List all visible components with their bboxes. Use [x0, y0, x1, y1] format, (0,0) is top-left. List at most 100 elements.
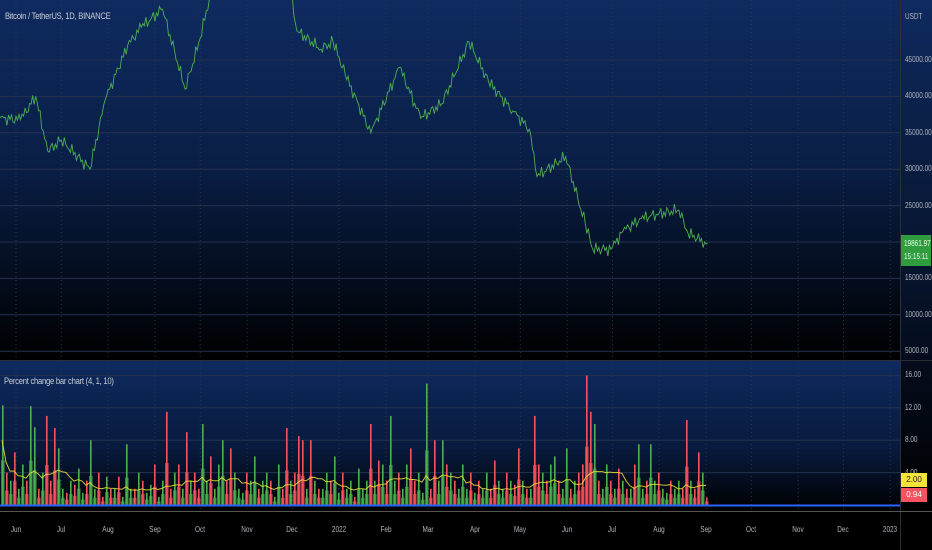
- percent-change-bar-body: [209, 483, 213, 505]
- percent-change-bar-body: [49, 494, 53, 505]
- percent-change-bar-body: [557, 494, 561, 505]
- percent-change-bar-body: [213, 497, 217, 505]
- percent-change-bar: [570, 488, 572, 505]
- percent-change-bar-body: [305, 497, 309, 505]
- percent-change-bar: [518, 448, 520, 505]
- percent-change-bar: [250, 480, 252, 505]
- percent-change-bar: [378, 460, 380, 505]
- percent-change-bar-body: [149, 495, 153, 505]
- percent-change-bar-body: [137, 490, 141, 505]
- percent-change-bar: [290, 480, 292, 505]
- percent-change-bar-body: [61, 497, 65, 505]
- indicator-legend[interactable]: Percent change bar chart (4, 1, 10): [4, 376, 114, 386]
- percent-change-bar: [154, 464, 156, 505]
- percent-change-bar: [50, 480, 52, 505]
- percent-change-bar-body: [77, 488, 81, 505]
- percent-change-bar-body: [113, 497, 117, 505]
- time-tick-label: 2023: [883, 525, 898, 534]
- percent-change-bar-body: [473, 499, 477, 505]
- percent-change-bar: [146, 492, 148, 505]
- percent-change-bar-body: [429, 497, 433, 505]
- percent-change-bar-body: [285, 470, 289, 505]
- percent-change-bar-body: [577, 490, 581, 505]
- percent-change-bar-body: [665, 499, 669, 505]
- percent-change-bar-body: [277, 486, 281, 505]
- percent-change-bar: [38, 488, 40, 505]
- percent-change-bar: [402, 488, 404, 505]
- percent-change-bar: [18, 488, 20, 505]
- percent-change-bar-body: [341, 490, 345, 505]
- percent-change-bar: [198, 488, 200, 505]
- percent-change-bar-body: [129, 497, 133, 505]
- percent-change-bar-body: [293, 490, 297, 505]
- percent-change-bar-body: [633, 486, 637, 505]
- percent-change-bar-body: [465, 497, 469, 505]
- time-tick-label: Dec: [837, 525, 850, 534]
- percent-change-bar: [534, 415, 536, 505]
- percent-change-bar: [458, 488, 460, 505]
- percent-change-bar: [142, 480, 144, 505]
- percent-change-bar-body: [101, 501, 105, 505]
- percent-change-bar: [274, 496, 276, 505]
- percent-change-bar-body: [281, 497, 285, 505]
- percent-change-bar-body: [181, 497, 185, 505]
- percent-change-bar: [314, 480, 316, 505]
- percent-change-bar-body: [365, 494, 369, 505]
- percent-change-bar-body: [257, 497, 261, 505]
- percent-change-bar-body: [289, 494, 293, 505]
- percent-change-bar: [34, 427, 36, 505]
- percent-change-bar: [690, 480, 692, 505]
- percent-change-bar-body: [321, 497, 325, 505]
- indicator-tick-label: 8.00: [905, 435, 918, 445]
- percent-change-bar: [406, 464, 408, 505]
- pane-divider[interactable]: [0, 360, 932, 361]
- percent-change-bar: [662, 488, 664, 505]
- percent-change-bar: [374, 480, 376, 505]
- percent-change-bar: [362, 488, 364, 505]
- percent-change-bar: [478, 480, 480, 505]
- percent-change-bar: [434, 440, 436, 505]
- percent-change-bar-body: [189, 494, 193, 505]
- percent-change-bar-body: [661, 497, 665, 505]
- percent-change-bar-body: [157, 501, 161, 505]
- percent-change-bar-body: [141, 494, 145, 505]
- percent-change-bar-body: [529, 497, 533, 505]
- percent-change-bar-body: [489, 497, 493, 505]
- percent-change-bar-body: [301, 475, 305, 505]
- percent-change-bar: [78, 468, 80, 505]
- percent-change-bar: [186, 432, 188, 505]
- percent-change-bar: [678, 480, 680, 505]
- percent-change-bar: [358, 468, 360, 505]
- percent-change-bar: [658, 472, 660, 505]
- symbol-legend[interactable]: Bitcoin / TetherUS, 1D, BINANCE: [5, 11, 111, 21]
- percent-change-bar: [54, 428, 56, 505]
- percent-change-bar-body: [237, 497, 241, 505]
- percent-change-bar: [298, 436, 300, 505]
- percent-change-bar-body: [329, 494, 333, 505]
- percent-change-bar-body: [545, 494, 549, 505]
- percent-change-bar-body: [73, 495, 77, 505]
- percent-change-bar: [418, 472, 420, 505]
- price-tick-label: 5000.00: [905, 346, 929, 356]
- percent-change-bar-body: [373, 494, 377, 505]
- percent-change-bar: [438, 480, 440, 505]
- last-value-tag: 0.94: [901, 488, 927, 502]
- percent-change-bar: [526, 488, 528, 505]
- percent-change-bar-body: [681, 497, 685, 505]
- percent-change-bar: [530, 488, 532, 505]
- percent-change-bar-body: [493, 484, 497, 505]
- percent-change-bar-body: [461, 486, 465, 505]
- time-tick-label: Apr: [470, 525, 481, 534]
- percent-change-bar: [614, 488, 616, 505]
- percent-change-bar-body: [133, 497, 137, 505]
- percent-change-bar: [390, 415, 392, 505]
- percent-change-bar: [394, 480, 396, 505]
- percent-change-bar-body: [233, 490, 237, 505]
- percent-change-bar: [74, 484, 76, 505]
- percent-change-bar-body: [533, 464, 537, 505]
- percent-change-bar-body: [669, 494, 673, 505]
- percent-change-bar-body: [397, 490, 401, 505]
- percent-change-bar: [134, 488, 136, 505]
- percent-change-bar-body: [185, 472, 189, 505]
